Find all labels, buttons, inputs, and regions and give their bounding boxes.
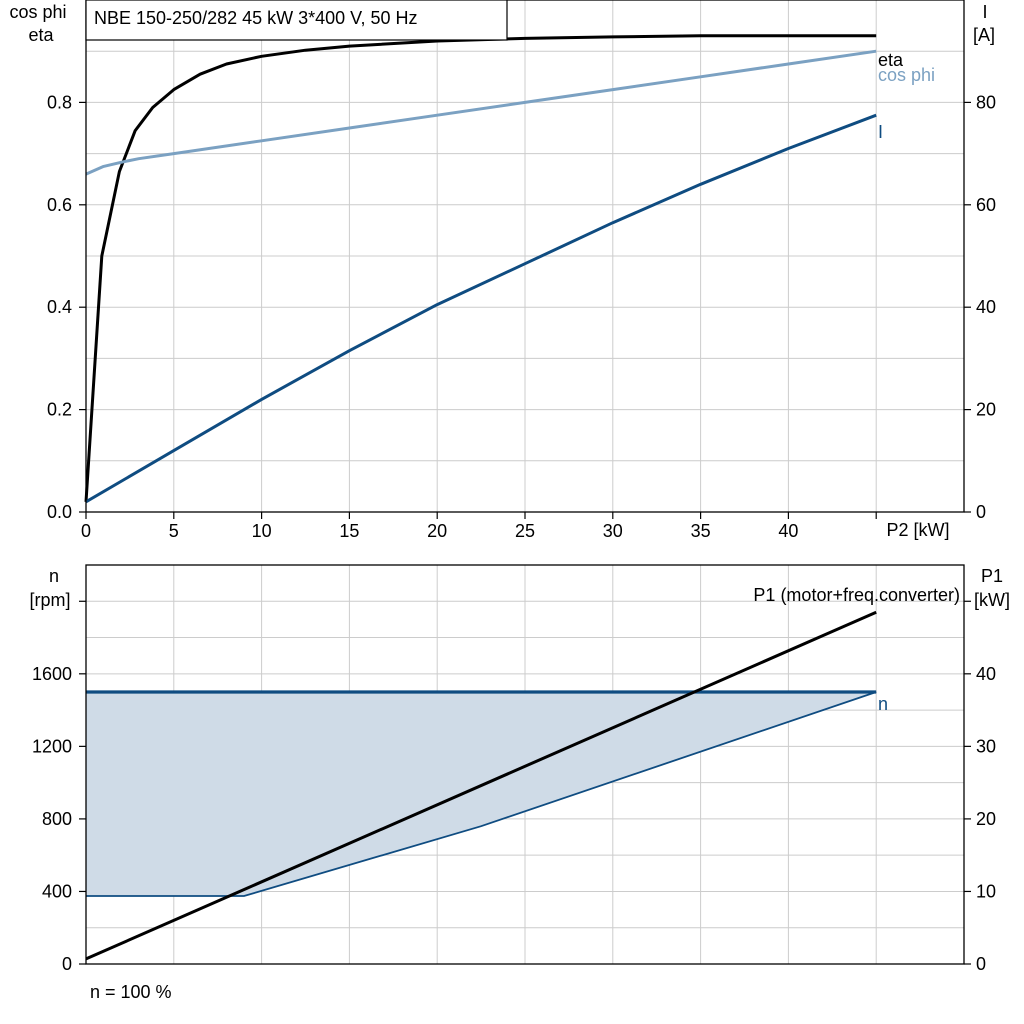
bottom-right-tick-label: 40 [976, 664, 996, 684]
chart-title: NBE 150-250/282 45 kW 3*400 V, 50 Hz [94, 8, 418, 28]
bottom-right-tick-label: 20 [976, 809, 996, 829]
speed-min-curve [86, 691, 877, 897]
top-x-tick-label: 0 [81, 521, 91, 541]
bottom-series-group [85, 610, 877, 961]
current-curve [85, 113, 877, 504]
top-right-axis-label-2: [A] [973, 25, 995, 45]
bottom-right-tick-label: 0 [976, 954, 986, 974]
top-left-tick-label: 0.6 [47, 195, 72, 215]
bottom-left-tick-label: 0 [62, 954, 72, 974]
top-left-axis-label-1: cos phi [9, 2, 66, 22]
cos-phi-curve [85, 49, 877, 176]
eta-curve [84, 34, 877, 502]
bottom-left-axis-label-2: [rpm] [29, 590, 70, 610]
series-label-cos-phi: cos phi [878, 65, 935, 85]
top-x-tick-label: 10 [252, 521, 272, 541]
bottom-left-tick-label: 400 [42, 881, 72, 901]
bottom-right-tick-label: 10 [976, 881, 996, 901]
top-x-tick-label: 15 [339, 521, 359, 541]
footer-speed-note: n = 100 % [90, 982, 172, 1002]
speed-range-area [86, 692, 877, 896]
top-x-tick-label: 25 [515, 521, 535, 541]
bottom-plot-frame [85, 564, 965, 965]
top-ticks: 0 5 10 15 20 25 30 35 40 0.0 0.2 0.4 0.6 0.8 0 20 40 60 80 [47, 92, 996, 541]
title-box [85, 0, 508, 41]
bottom-left-tick-label: 1600 [32, 664, 72, 684]
top-grid [86, 0, 964, 512]
series-label-eta: eta [878, 50, 904, 70]
top-x-axis-label: P2 [kW] [886, 520, 949, 540]
top-x-tick-label: 20 [427, 521, 447, 541]
speed-power-chart: 0 400 800 1200 1600 0 10 20 30 40 n [rpm] P1 [kW]… [29, 564, 1010, 1002]
top-series-group [84, 34, 877, 504]
bottom-left-tick-label: 800 [42, 809, 72, 829]
top-left-tick-label: 0.8 [47, 92, 72, 112]
series-label-n: n [878, 694, 888, 714]
bottom-ticks: 0 400 800 1200 1600 0 10 20 30 40 [32, 600, 996, 974]
p1-power-curve [85, 610, 877, 961]
top-x-tick-label: 40 [778, 521, 798, 541]
top-right-tick-label: 40 [976, 297, 996, 317]
bottom-left-tick-label: 1200 [32, 736, 72, 756]
top-right-tick-label: 60 [976, 195, 996, 215]
top-left-tick-label: 0.0 [47, 502, 72, 522]
top-left-tick-label: 0.2 [47, 400, 72, 420]
top-x-tick-label: 35 [691, 521, 711, 541]
top-x-tick-label: 5 [169, 521, 179, 541]
bottom-left-axis-label-1: n [49, 566, 59, 586]
efficiency-current-chart: 0 5 10 15 20 25 30 35 40 0.0 0.2 0.4 0.6 0.8 0 20 40 60 80… [9, 0, 996, 541]
bottom-right-axis-label-2: [kW] [974, 590, 1010, 610]
bottom-right-axis-label-1: P1 [981, 566, 1003, 586]
top-x-tick-label: 30 [603, 521, 623, 541]
top-right-tick-label: 20 [976, 400, 996, 420]
top-right-axis-label-1: I [982, 2, 987, 22]
top-left-axis-label-2: eta [28, 25, 54, 45]
top-right-tick-label: 80 [976, 92, 996, 112]
series-label-current: I [878, 122, 883, 142]
top-left-tick-label: 0.4 [47, 297, 72, 317]
series-label-p1: P1 (motor+freq.converter) [753, 585, 960, 605]
top-right-tick-label: 0 [976, 502, 986, 522]
bottom-right-tick-label: 30 [976, 736, 996, 756]
